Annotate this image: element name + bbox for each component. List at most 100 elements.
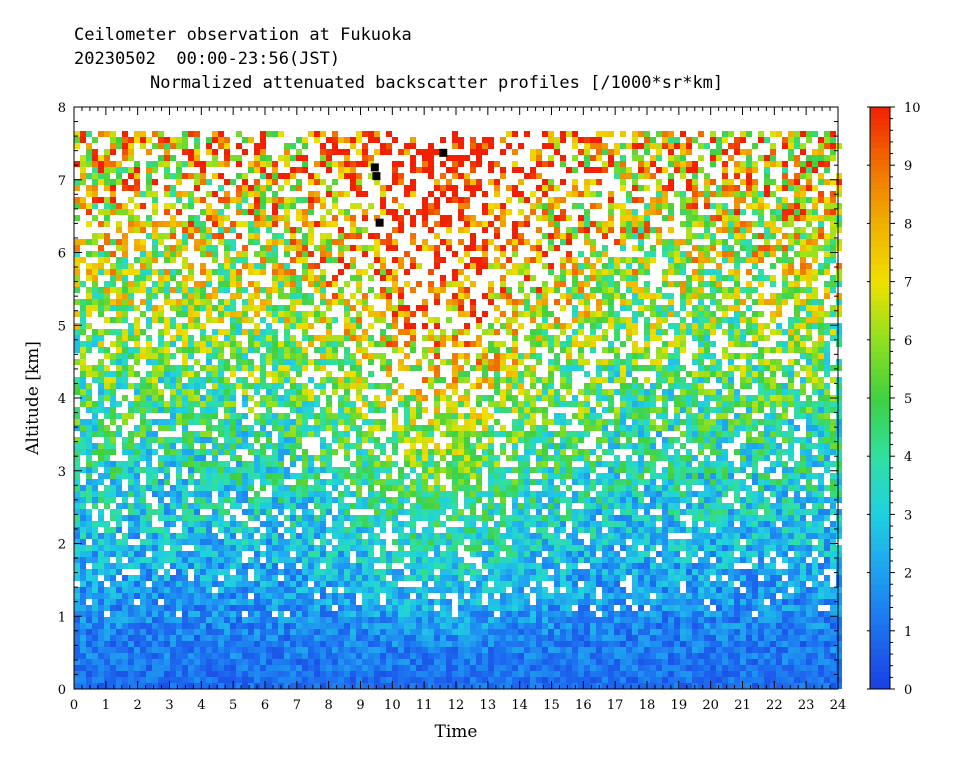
heatmap-cell (200, 263, 206, 269)
heatmap-cell (188, 395, 194, 401)
heatmap-cell (674, 137, 680, 143)
heatmap-cell (452, 401, 458, 407)
heatmap-cell (824, 395, 830, 401)
heatmap-cell (806, 167, 812, 173)
heatmap-cell (692, 287, 698, 293)
heatmap-cell (530, 371, 536, 377)
heatmap-cell (644, 227, 650, 233)
heatmap-cell (548, 215, 554, 221)
heatmap-cell (410, 257, 416, 263)
heatmap-cell (140, 455, 146, 461)
heatmap-cell (800, 173, 806, 179)
heatmap-cell (812, 317, 818, 323)
heatmap-cell (110, 239, 116, 245)
heatmap-cell (230, 197, 236, 203)
heatmap-cell (254, 347, 260, 353)
heatmap-cell (632, 407, 638, 413)
heatmap-cell (410, 167, 416, 173)
heatmap-cell (230, 305, 236, 311)
heatmap-cell (638, 455, 644, 461)
heatmap-cell (98, 233, 104, 239)
heatmap-cell (584, 467, 590, 473)
heatmap-cell (746, 203, 752, 209)
heatmap-cell (458, 443, 464, 449)
heatmap-cell (818, 245, 824, 251)
heatmap-cell (542, 437, 548, 443)
heatmap-cell (176, 449, 182, 455)
heatmap-cell (818, 395, 824, 401)
heatmap-cell (656, 329, 662, 335)
heatmap-cell (824, 467, 830, 473)
heatmap-cell (572, 137, 578, 143)
heatmap-cell (458, 479, 464, 485)
heatmap-cell (338, 269, 344, 275)
heatmap-cell (602, 299, 608, 305)
heatmap-cell (626, 233, 632, 239)
heatmap-cell (152, 131, 158, 137)
heatmap-cell (296, 245, 302, 251)
heatmap-cell (722, 437, 728, 443)
heatmap-cell (110, 317, 116, 323)
heatmap-cell (152, 467, 158, 473)
heatmap-cell (536, 311, 542, 317)
heatmap-cell (248, 461, 254, 467)
heatmap-cell (824, 239, 830, 245)
heatmap-cell (248, 443, 254, 449)
heatmap-cell (182, 221, 188, 227)
heatmap-cell (464, 449, 470, 455)
heatmap-cell (680, 335, 686, 341)
heatmap-cell (170, 257, 176, 263)
heatmap-cell (344, 317, 350, 323)
heatmap-cell (632, 419, 638, 425)
heatmap-cell (290, 311, 296, 317)
heatmap-cell (536, 185, 542, 191)
heatmap-cell (164, 221, 170, 227)
heatmap-cell (116, 305, 122, 311)
heatmap-cell (248, 269, 254, 275)
heatmap-cell (194, 131, 200, 137)
heatmap-cell (164, 323, 170, 329)
heatmap-cell (302, 347, 308, 353)
heatmap-cell (296, 395, 302, 401)
heatmap-cell (152, 257, 158, 263)
heatmap-cell (518, 311, 524, 317)
heatmap-cell (242, 311, 248, 317)
heatmap-cell (212, 365, 218, 371)
heatmap-cell (296, 359, 302, 365)
heatmap-cell (632, 281, 638, 287)
heatmap-cell (230, 329, 236, 335)
heatmap-cell (512, 149, 518, 155)
heatmap-cell (806, 239, 812, 245)
heatmap-cell (698, 155, 704, 161)
heatmap-cell (620, 371, 626, 377)
heatmap-cell (806, 347, 812, 353)
heatmap-cell (650, 143, 656, 149)
heatmap-cell (680, 461, 686, 467)
heatmap-cell (116, 293, 122, 299)
heatmap-cell (554, 203, 560, 209)
heatmap-cell (254, 323, 260, 329)
heatmap-cell (86, 473, 92, 479)
heatmap-cell (758, 251, 764, 257)
heatmap-cell (656, 323, 662, 329)
heatmap-cell (428, 191, 434, 197)
heatmap-cell (356, 413, 362, 419)
heatmap-cell (464, 203, 470, 209)
heatmap-cell (158, 437, 164, 443)
heatmap-cell (272, 179, 278, 185)
heatmap-cell (194, 437, 200, 443)
heatmap-cell (122, 167, 128, 173)
heatmap-cell (134, 239, 140, 245)
heatmap-cell (548, 371, 554, 377)
heatmap-cell (806, 275, 812, 281)
heatmap-cell (332, 341, 338, 347)
heatmap-cell (620, 323, 626, 329)
heatmap-cell (746, 455, 752, 461)
heatmap-cell (488, 137, 494, 143)
heatmap-cell (260, 305, 266, 311)
heatmap-cell (116, 365, 122, 371)
heatmap-cell (692, 167, 698, 173)
heatmap-cell (794, 233, 800, 239)
heatmap-cell (692, 293, 698, 299)
heatmap-cell (182, 383, 188, 389)
